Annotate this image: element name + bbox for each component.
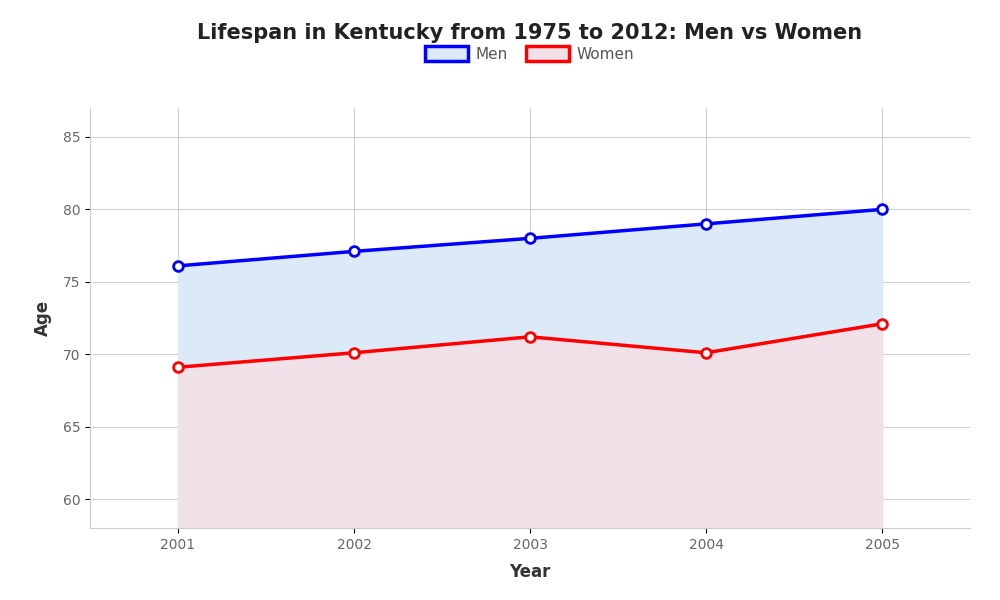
X-axis label: Year: Year (509, 563, 551, 581)
Title: Lifespan in Kentucky from 1975 to 2012: Men vs Women: Lifespan in Kentucky from 1975 to 2012: … (197, 23, 863, 43)
Y-axis label: Age: Age (34, 300, 52, 336)
Legend: Men, Women: Men, Women (419, 40, 641, 68)
